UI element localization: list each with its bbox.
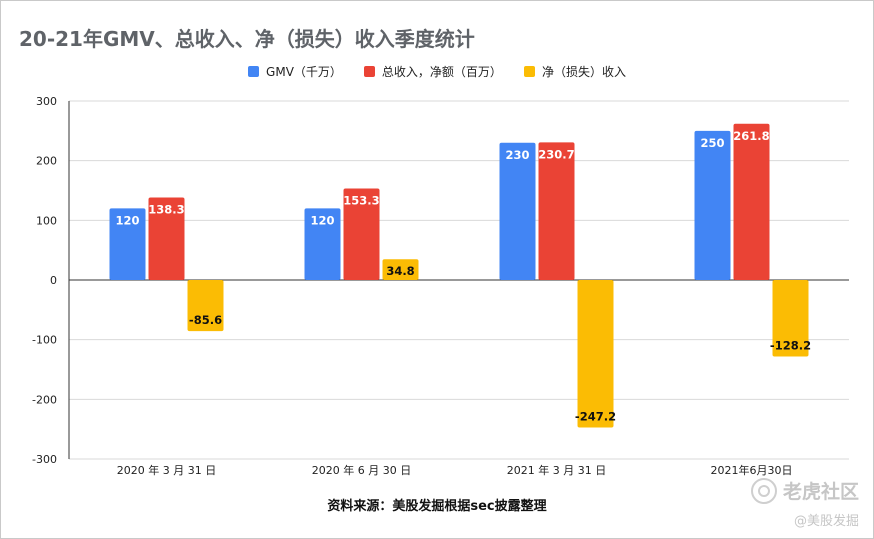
y-tick-label: 0 [50, 274, 57, 287]
data-label: 230 [505, 148, 529, 162]
x-tick-label: 2021年6月30日 [711, 463, 793, 477]
legend-swatch-net-income [523, 66, 535, 77]
legend-label-gmv: GMV（千万） [266, 65, 342, 79]
legend-label-revenue: 总收入，净额（百万） [381, 65, 502, 79]
bar-net-income [772, 280, 809, 357]
watermark: 老虎社区 @美股发掘 [750, 477, 859, 529]
y-tick-label: 100 [36, 214, 57, 227]
bar-net-income [382, 259, 419, 280]
y-tick-label: -300 [32, 453, 57, 466]
bar-net-income [187, 280, 224, 332]
bar-gmv [109, 208, 146, 280]
data-label: -128.2 [770, 338, 811, 352]
watermark-brand-text: 老虎社区 [782, 481, 859, 503]
bar-gmv [304, 208, 341, 280]
legend-item-gmv: GMV（千万） [248, 63, 342, 80]
y-tick-label: -200 [32, 393, 57, 406]
bar-revenue [733, 123, 770, 280]
data-label: 250 [700, 136, 724, 150]
bar-revenue [538, 142, 575, 280]
x-tick-label: 2020 年 6 月 30 日 [312, 463, 411, 477]
data-label: 120 [310, 213, 334, 227]
data-label: 120 [115, 213, 139, 227]
tiger-logo-icon [750, 477, 777, 504]
chart-legend: GMV（千万） 总收入，净额（百万） 净（损失）收入 [1, 63, 873, 80]
data-label: 153.3 [343, 194, 379, 208]
x-tick-label: 2020 年 3 月 31 日 [117, 463, 216, 477]
legend-swatch-gmv [248, 66, 260, 77]
bar-net-income [577, 280, 614, 428]
watermark-brand: 老虎社区 [750, 477, 859, 504]
data-label: 261.8 [733, 129, 769, 143]
y-tick-label: -100 [32, 334, 57, 347]
data-label: -247.2 [575, 409, 616, 423]
legend-item-revenue: 总收入，净额（百万） [363, 63, 502, 80]
watermark-handle: @美股发掘 [793, 514, 859, 529]
legend-label-net-income: 净（损失）收入 [541, 65, 626, 79]
source-note: 资料来源：美股发掘根据sec披露整理 [327, 499, 547, 514]
data-label: 138.3 [148, 202, 184, 216]
legend-item-net-income: 净（损失）收入 [523, 63, 626, 80]
bar-gmv [499, 142, 536, 280]
data-label: 230.7 [538, 147, 574, 161]
chart-title: 20-21年GMV、总收入、净（损失）收入季度统计 [19, 27, 475, 51]
bar-revenue [148, 197, 185, 280]
data-label: -85.6 [189, 313, 222, 327]
bar-gmv [694, 130, 731, 280]
data-label: 34.8 [386, 264, 414, 278]
legend-swatch-revenue [363, 66, 375, 77]
bar-revenue [343, 188, 380, 280]
x-tick-label: 2021 年 3 月 31 日 [507, 463, 606, 477]
y-tick-label: 200 [36, 155, 57, 168]
y-tick-label: 300 [36, 95, 57, 108]
